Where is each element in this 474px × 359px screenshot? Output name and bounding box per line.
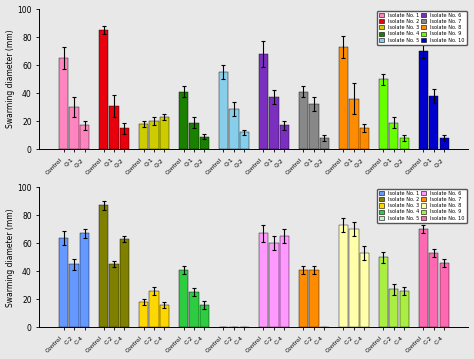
Bar [299,270,308,327]
Bar [360,128,369,149]
Bar [389,289,399,327]
Bar [280,236,289,327]
Bar [139,302,148,327]
Bar [200,137,209,149]
Bar [339,47,348,149]
Bar [440,263,449,327]
Bar [400,138,409,149]
Bar [349,99,358,149]
Bar [389,122,399,149]
Bar [269,243,279,327]
Legend: Isolate No. 1, Isolate No. 2, Isolate No. 3, Isolate No. 4, Isolate No. 5, Isola: Isolate No. 1, Isolate No. 2, Isolate No… [377,189,467,223]
Bar [109,264,118,327]
Bar [219,72,228,149]
Y-axis label: Swarming diameter (mm): Swarming diameter (mm) [6,208,15,307]
Bar [240,132,249,149]
Bar [269,97,279,149]
Bar [179,92,188,149]
Bar [259,54,268,149]
Bar [120,128,129,149]
Bar [429,253,438,327]
Bar [320,138,329,149]
Bar [120,239,129,327]
Bar [149,121,159,149]
Bar [259,233,268,327]
Bar [149,291,159,327]
Bar [339,225,348,327]
Bar [229,108,238,149]
Bar [349,229,358,327]
Bar [299,92,308,149]
Bar [360,253,369,327]
Bar [280,125,289,149]
Bar [400,291,409,327]
Bar [59,58,68,149]
Bar [59,238,68,327]
Bar [310,270,319,327]
Legend: Isolate No. 1, Isolate No. 2, Isolate No. 3, Isolate No. 4, Isolate No. 5, Isola: Isolate No. 1, Isolate No. 2, Isolate No… [377,10,467,45]
Bar [440,138,449,149]
Bar [109,106,118,149]
Bar [310,104,319,149]
Bar [70,264,79,327]
Bar [160,117,169,149]
Y-axis label: Swarming diameter (mm): Swarming diameter (mm) [6,30,15,129]
Bar [379,257,388,327]
Bar [429,96,438,149]
Bar [200,305,209,327]
Bar [419,51,428,149]
Bar [160,305,169,327]
Bar [70,107,79,149]
Bar [99,205,108,327]
Bar [190,122,199,149]
Bar [419,229,428,327]
Bar [80,233,89,327]
Bar [379,79,388,149]
Bar [179,270,188,327]
Bar [190,292,199,327]
Bar [80,125,89,149]
Bar [99,30,108,149]
Bar [139,124,148,149]
